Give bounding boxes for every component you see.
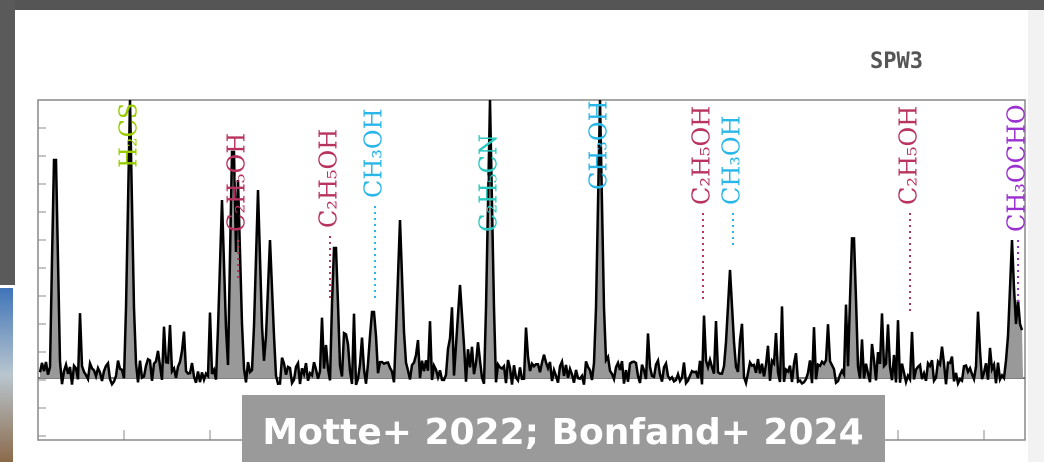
line-label: C₂H₅OH <box>688 106 716 205</box>
caption: Motte+ 2022; Bonfand+ 2024 <box>262 412 863 453</box>
image-fragment <box>0 288 13 462</box>
line-label: CH₃OH <box>585 100 613 190</box>
line-label: C₂H₅CN <box>475 134 503 232</box>
line-label: CH₃OH <box>360 108 388 198</box>
line-label: C₂H₅OH <box>223 133 251 232</box>
line-label: C₂H₅OH <box>315 129 343 228</box>
line-label: CH₃OH <box>718 115 746 205</box>
top-band <box>0 0 1044 10</box>
slide: SPW3 H₂CSC₂H₅OHC₂H₅OHCH₃OHC₂H₅CNCH₃OHC₂H… <box>0 0 1044 462</box>
line-label: CH₃OCHO <box>1003 104 1031 232</box>
left-band <box>0 0 15 285</box>
right-margin <box>1028 10 1044 462</box>
line-label: C₂H₅OH <box>895 106 923 205</box>
panel-label: SPW3 <box>870 49 923 74</box>
line-label: H₂CS <box>115 103 143 168</box>
